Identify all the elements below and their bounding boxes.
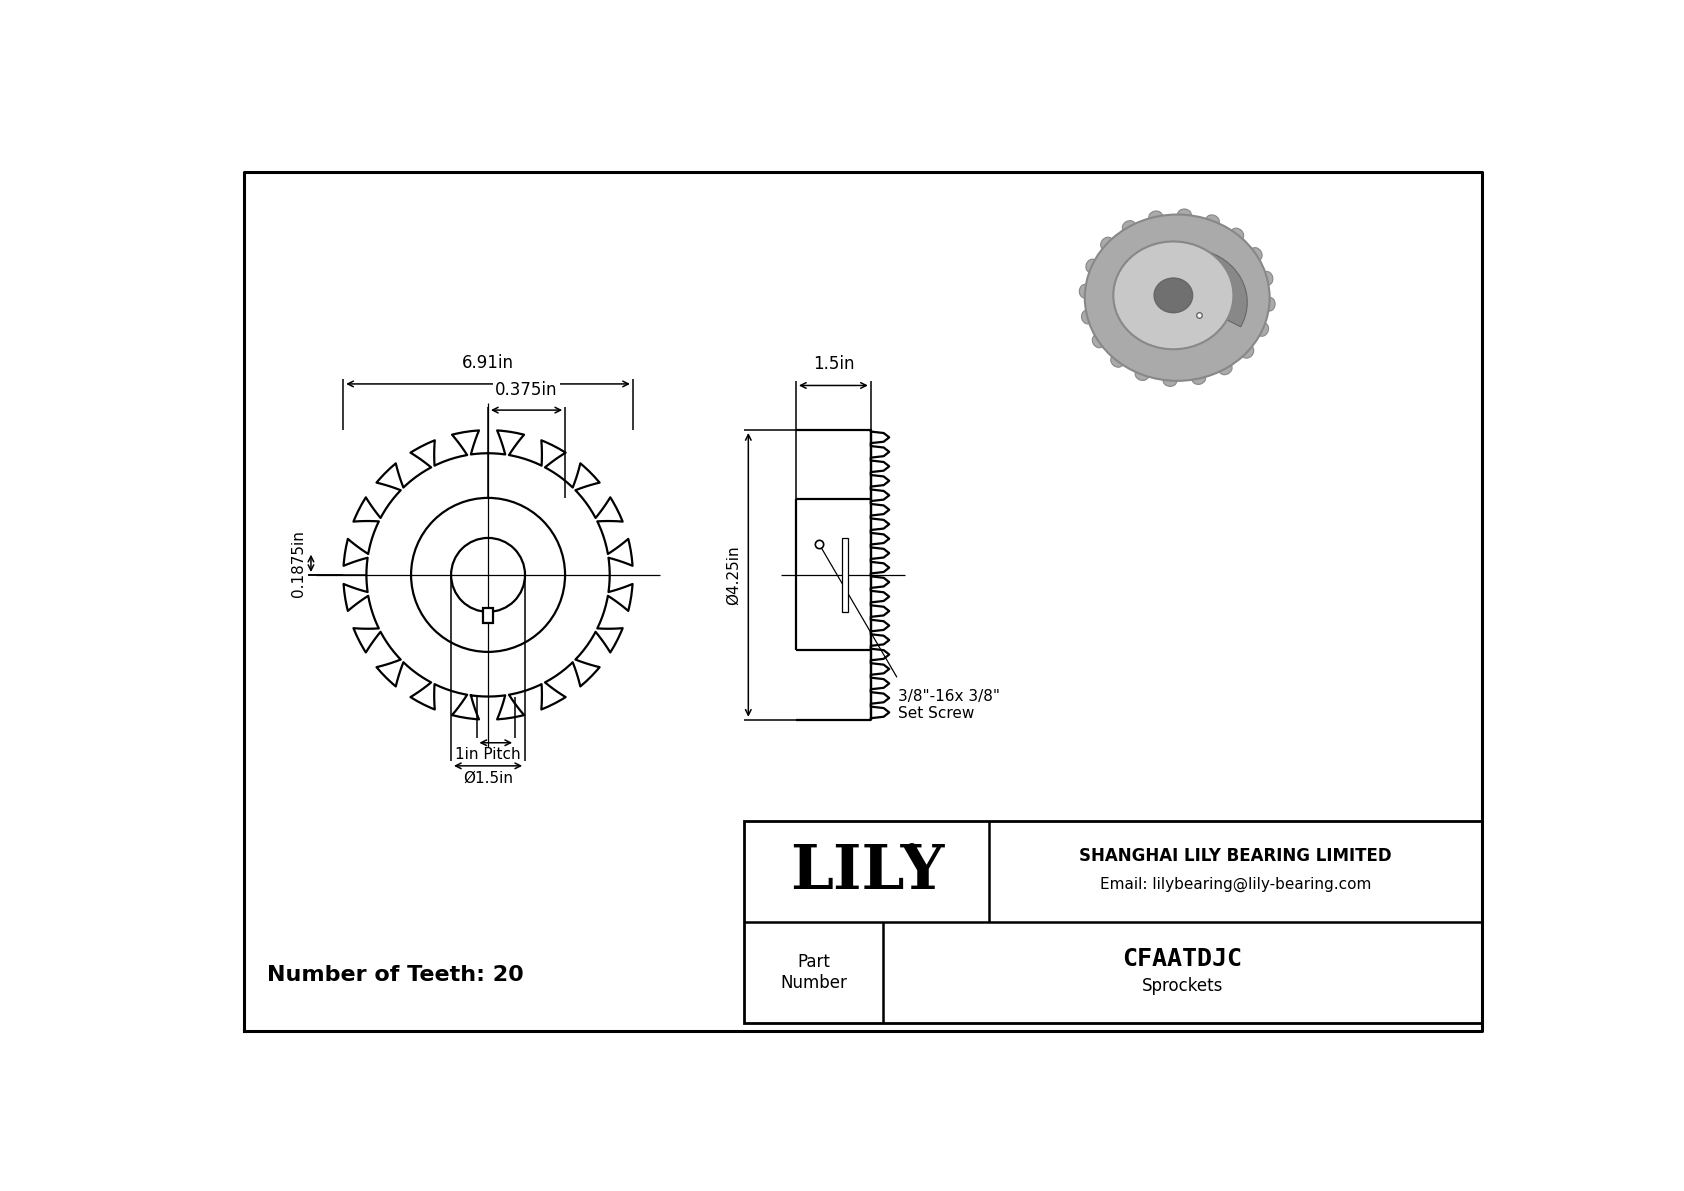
Text: 3/8"-16x 3/8"
Set Screw: 3/8"-16x 3/8" Set Screw <box>899 688 1000 722</box>
Ellipse shape <box>1111 355 1123 367</box>
Ellipse shape <box>1079 285 1091 298</box>
Ellipse shape <box>1206 214 1219 226</box>
Text: SHANGHAI LILY BEARING LIMITED: SHANGHAI LILY BEARING LIMITED <box>1079 847 1393 866</box>
Bar <box>842 538 849 612</box>
Ellipse shape <box>1154 278 1192 313</box>
Text: 6.91in: 6.91in <box>461 354 514 372</box>
Ellipse shape <box>1261 272 1273 285</box>
Ellipse shape <box>1263 298 1275 311</box>
Ellipse shape <box>1241 345 1255 358</box>
Ellipse shape <box>1081 310 1093 324</box>
Text: Email: lilybearing@lily-bearing.com: Email: lilybearing@lily-bearing.com <box>1100 877 1371 892</box>
Ellipse shape <box>1231 229 1244 241</box>
Text: 1.5in: 1.5in <box>813 355 854 373</box>
Text: Ø4.25in: Ø4.25in <box>726 545 741 605</box>
Ellipse shape <box>1219 362 1233 375</box>
Text: Number of Teeth: 20: Number of Teeth: 20 <box>268 965 524 985</box>
Ellipse shape <box>1122 220 1135 233</box>
Ellipse shape <box>1101 237 1113 250</box>
Ellipse shape <box>1256 323 1268 336</box>
Text: 0.1875in: 0.1875in <box>291 530 305 597</box>
Text: CFAATDJC: CFAATDJC <box>1123 947 1243 971</box>
Ellipse shape <box>1084 214 1270 381</box>
Bar <box>744 822 1482 1023</box>
Text: LILY: LILY <box>790 842 945 902</box>
Text: 1in Pitch: 1in Pitch <box>455 748 520 762</box>
Polygon shape <box>1120 242 1248 326</box>
Ellipse shape <box>1135 368 1148 380</box>
Ellipse shape <box>1164 375 1177 386</box>
Text: 0.375in: 0.375in <box>495 381 557 399</box>
Ellipse shape <box>1177 208 1191 220</box>
Ellipse shape <box>1148 211 1162 223</box>
Ellipse shape <box>1250 248 1261 261</box>
Text: Part
Number: Part Number <box>780 953 847 992</box>
Ellipse shape <box>1093 335 1105 348</box>
Text: Sprockets: Sprockets <box>1142 978 1223 996</box>
Text: Ø1.5in: Ø1.5in <box>463 771 514 786</box>
Ellipse shape <box>1113 242 1233 349</box>
Ellipse shape <box>1192 373 1206 385</box>
Text: ®: ® <box>904 843 918 858</box>
Bar <box>483 607 493 623</box>
Ellipse shape <box>1086 260 1098 273</box>
